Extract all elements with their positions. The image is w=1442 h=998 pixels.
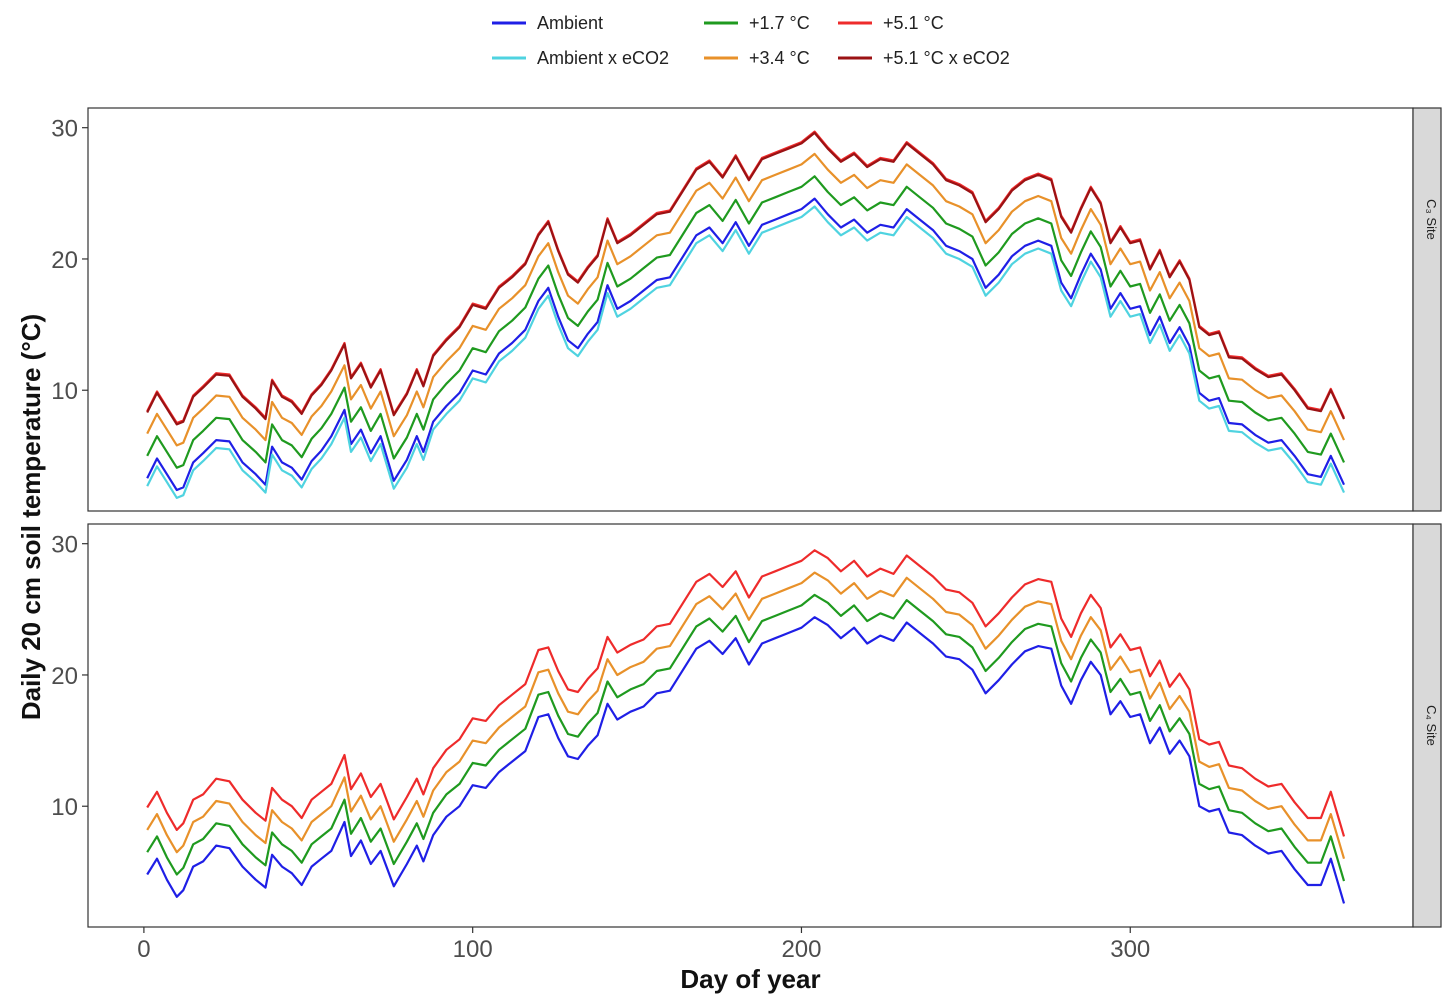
y-tick-label: 30 — [51, 532, 78, 559]
panel-frame — [87, 107, 1414, 512]
legend-label: +3.4 °C — [749, 48, 810, 68]
legend-label: Ambient — [537, 13, 603, 33]
y-tick-label: 20 — [51, 663, 78, 690]
y-tick-label: 20 — [51, 247, 78, 274]
y-tick-label: 30 — [51, 116, 78, 143]
series-line — [146, 205, 1346, 499]
x-tick-label: 200 — [781, 936, 821, 963]
series-line — [146, 616, 1346, 904]
x-axis-title: Day of year — [680, 964, 820, 994]
legend-label: Ambient x eCO2 — [537, 48, 669, 68]
x-tick-label: 100 — [453, 936, 493, 963]
panel: C₃ Site 10 20 30 — [51, 107, 1442, 512]
series-line — [146, 593, 1346, 882]
panel: C₄ Site 10 20 30 — [51, 523, 1442, 928]
x-tick-label: 0 — [137, 936, 150, 963]
legend-label: +1.7 °C — [749, 13, 810, 33]
legend-label: +5.1 °C — [883, 13, 944, 33]
strip-label: C₄ Site — [1424, 705, 1439, 746]
y-tick-label: 10 — [51, 794, 78, 821]
strip-background — [1412, 523, 1442, 928]
legend-item: +5.1 °C x eCO2 — [838, 48, 1010, 68]
legend-item: +3.4 °C — [704, 48, 810, 68]
strip-background — [1412, 107, 1442, 512]
series-line — [146, 549, 1346, 837]
panel-frame — [87, 523, 1414, 928]
strip-label: C₃ Site — [1424, 199, 1439, 240]
y-axis-title: Daily 20 cm soil temperature (°C) — [16, 314, 46, 720]
legend-item: Ambient — [492, 13, 603, 33]
legend-item: +5.1 °C — [838, 13, 944, 33]
series-line — [146, 197, 1345, 492]
legend-item: Ambient x eCO2 — [492, 48, 669, 68]
series-line — [146, 152, 1346, 447]
x-tick-label: 300 — [1110, 936, 1150, 963]
y-tick-label: 10 — [51, 378, 78, 405]
legend: Ambient Ambient x eCO2 +1.7 °C +3.4 °C +5.1 … — [492, 13, 1010, 68]
series-line — [146, 571, 1346, 860]
series-line — [146, 131, 1346, 426]
legend-label: +5.1 °C x eCO2 — [883, 48, 1010, 68]
legend-item: +1.7 °C — [704, 13, 810, 33]
series-line — [146, 175, 1345, 469]
